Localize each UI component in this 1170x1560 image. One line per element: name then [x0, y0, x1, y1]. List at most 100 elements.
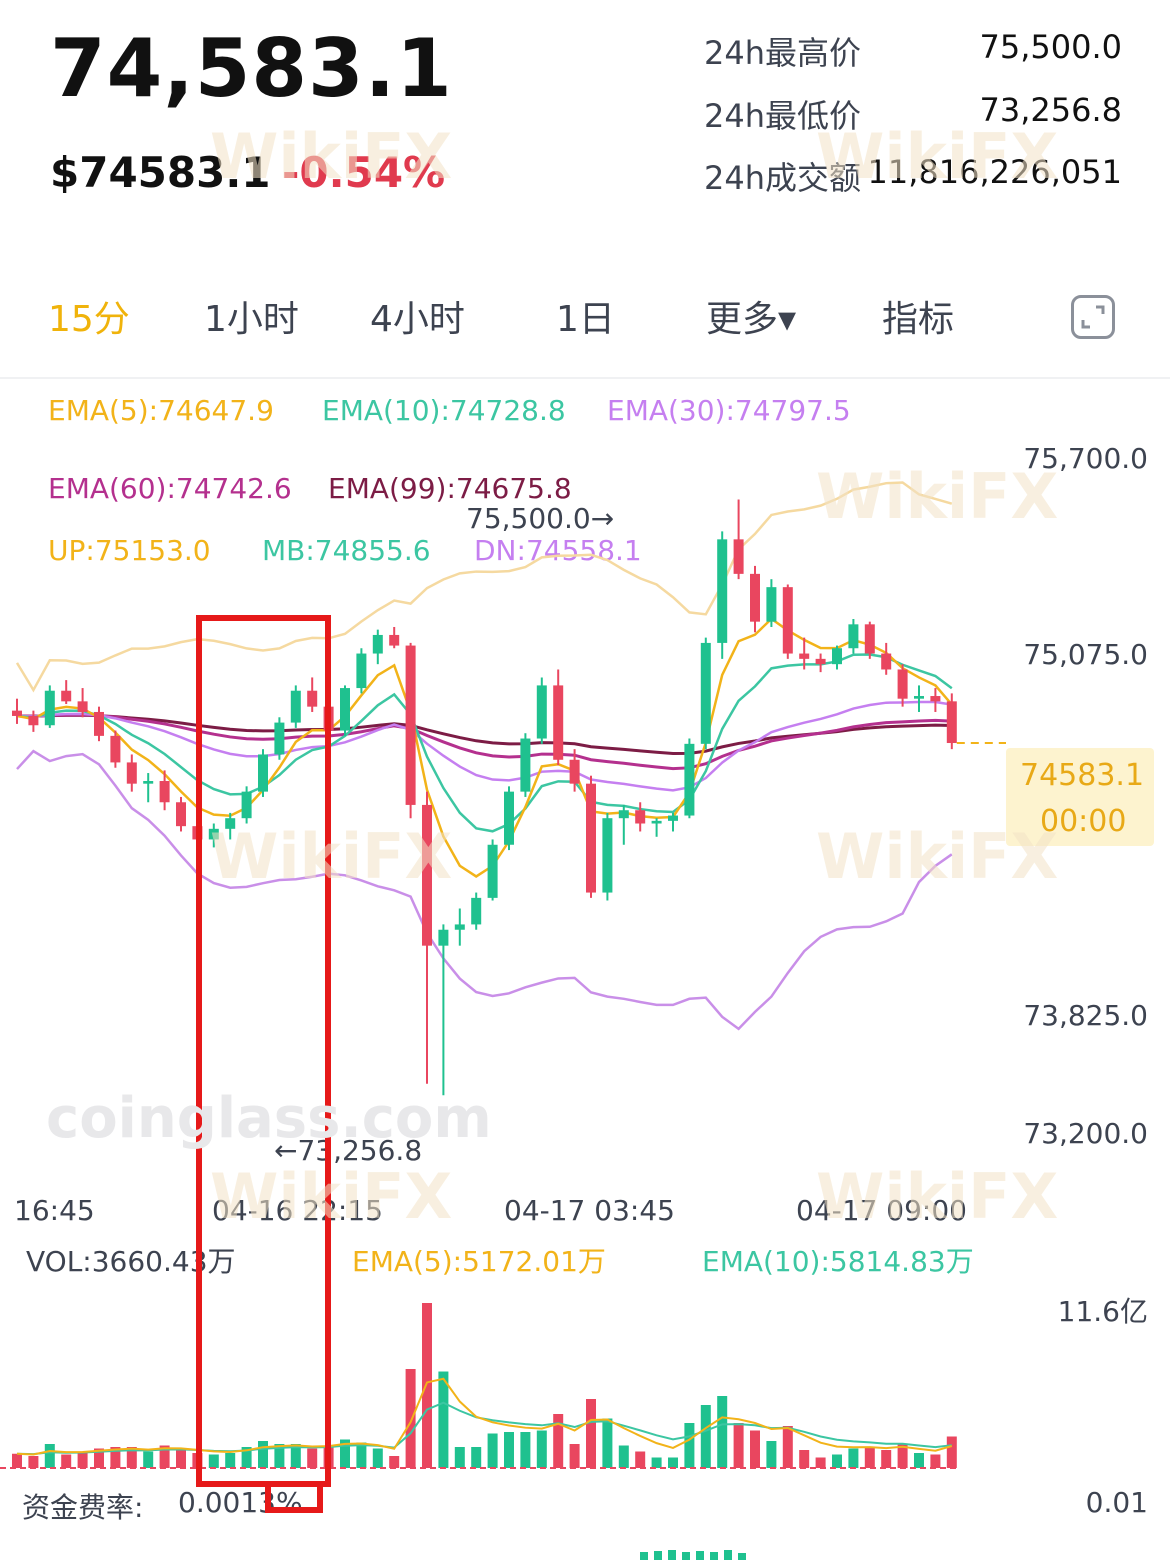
candle-body: [586, 783, 596, 893]
volume-bar: [176, 1448, 186, 1468]
volume-bar: [586, 1399, 596, 1468]
candle-body: [750, 573, 760, 622]
watermark: WikiFX: [816, 1160, 1059, 1233]
candle-body: [700, 642, 711, 744]
volume-bar: [700, 1405, 711, 1468]
watermark: WikiFX: [816, 820, 1059, 893]
watermark: WikiFX: [210, 120, 453, 193]
volume-bar: [799, 1450, 810, 1468]
watermark: WikiFX: [816, 120, 1059, 193]
volume-bar: [241, 1447, 252, 1468]
volume-bar: [307, 1448, 318, 1468]
time-axis-label: 16:45: [14, 1194, 95, 1227]
watermark: WikiFX: [816, 460, 1059, 533]
candle-body: [241, 791, 252, 819]
candle-body: [422, 804, 432, 946]
funding-bars: [640, 1550, 746, 1560]
candle-body: [651, 820, 662, 824]
volume-ema5-legend: EMA(5):5172.01万: [352, 1245, 606, 1278]
timeframe-tabs: 15分 1小时 4小时 1日 更多▾ 指标: [0, 290, 1170, 350]
funding-axis-label: 0.01: [1085, 1486, 1148, 1519]
volume-bar: [815, 1457, 826, 1468]
last-price: 74,583.1: [50, 22, 453, 115]
ema5-legend: EMA(5):74647.9: [48, 394, 274, 427]
volume-bar: [422, 1303, 432, 1468]
volume-bar: [159, 1445, 170, 1468]
ema10-line: [16, 653, 953, 833]
candle-body: [389, 634, 400, 646]
tab-1h[interactable]: 1小时: [204, 299, 299, 340]
volume-ema10-line: [16, 1401, 952, 1456]
candle-body: [897, 669, 908, 699]
candle-body: [766, 587, 777, 622]
funding-label: 资金费率:: [22, 1491, 144, 1524]
price-axis-label: 75,075.0: [1023, 638, 1148, 671]
volume-bar: [405, 1369, 416, 1468]
fullscreen-icon[interactable]: [1071, 295, 1115, 339]
volume-bar: [94, 1448, 104, 1468]
tab-1d[interactable]: 1日: [556, 299, 615, 340]
candle-body: [44, 690, 55, 726]
volume-bar: [225, 1453, 236, 1468]
candle-body: [159, 781, 170, 803]
candle-body: [471, 897, 482, 925]
candle-body: [618, 810, 629, 819]
volume-bar: [832, 1454, 842, 1468]
tab-more[interactable]: 更多▾: [706, 299, 797, 340]
ema99-legend: EMA(99):74675.8: [328, 472, 572, 505]
candle-body: [487, 844, 498, 898]
price-change: -0.54%: [282, 148, 446, 197]
candle-body: [881, 653, 892, 670]
candle-body: [77, 701, 88, 712]
candlestick-chart[interactable]: [0, 380, 1170, 1190]
candle-body: [799, 653, 810, 659]
candle-body: [733, 539, 744, 574]
tab-4h[interactable]: 4小时: [370, 299, 465, 340]
volume-bar: [389, 1456, 400, 1468]
volume-bar: [553, 1414, 564, 1468]
volume-bar: [750, 1430, 760, 1468]
candle-body: [602, 818, 613, 893]
boll-mb-legend: MB:74855.6: [262, 534, 431, 567]
stat-turnover-label: 24h成交额: [704, 159, 862, 197]
divider: [0, 377, 1170, 379]
candle-body: [848, 624, 859, 649]
candle-body: [28, 715, 39, 726]
volume-bar: [258, 1441, 268, 1468]
volume-bar: [208, 1454, 219, 1468]
volume-axis-max: 11.6亿: [1057, 1295, 1148, 1328]
volume-bar: [717, 1396, 728, 1468]
tab-indicators[interactable]: 指标: [882, 299, 955, 340]
volume-bar: [61, 1454, 72, 1468]
volume-bar: [569, 1444, 580, 1468]
volume-bar: [290, 1444, 301, 1468]
ema5-line: [16, 617, 953, 878]
candle-body: [307, 690, 318, 707]
volume-bar: [930, 1454, 941, 1468]
funding-value: 0.0013%: [178, 1486, 303, 1519]
candle-countdown: 00:00: [1040, 804, 1127, 839]
candle-body: [668, 815, 678, 821]
volume-bar: [126, 1447, 137, 1468]
price-axis-label: 73,200.0: [1023, 1117, 1148, 1150]
candle-body: [290, 690, 301, 723]
candle-body: [176, 802, 186, 827]
boll-upper-line: [15, 481, 953, 693]
volume-bar: [914, 1453, 924, 1468]
volume-bar: [651, 1457, 662, 1468]
boll-dn-legend: DN:74558.1: [474, 534, 642, 567]
volume-bar: [110, 1447, 121, 1468]
ema10-legend: EMA(10):74728.8: [322, 394, 566, 427]
volume-bar: [946, 1436, 957, 1468]
volume-bar: [438, 1371, 449, 1468]
usd-price: $74583.1: [50, 148, 271, 197]
ema60-line: [16, 713, 952, 771]
candle-body: [864, 624, 875, 654]
high-marker: 75,500.0→: [466, 502, 615, 535]
candle-body: [143, 781, 154, 784]
tab-15m[interactable]: 15分: [48, 299, 130, 340]
stat-turnover-value: 11,816,226,051: [867, 153, 1122, 191]
volume-bar: [28, 1456, 39, 1468]
candle-body: [782, 587, 793, 654]
stat-low-value: 73,256.8: [979, 91, 1123, 129]
